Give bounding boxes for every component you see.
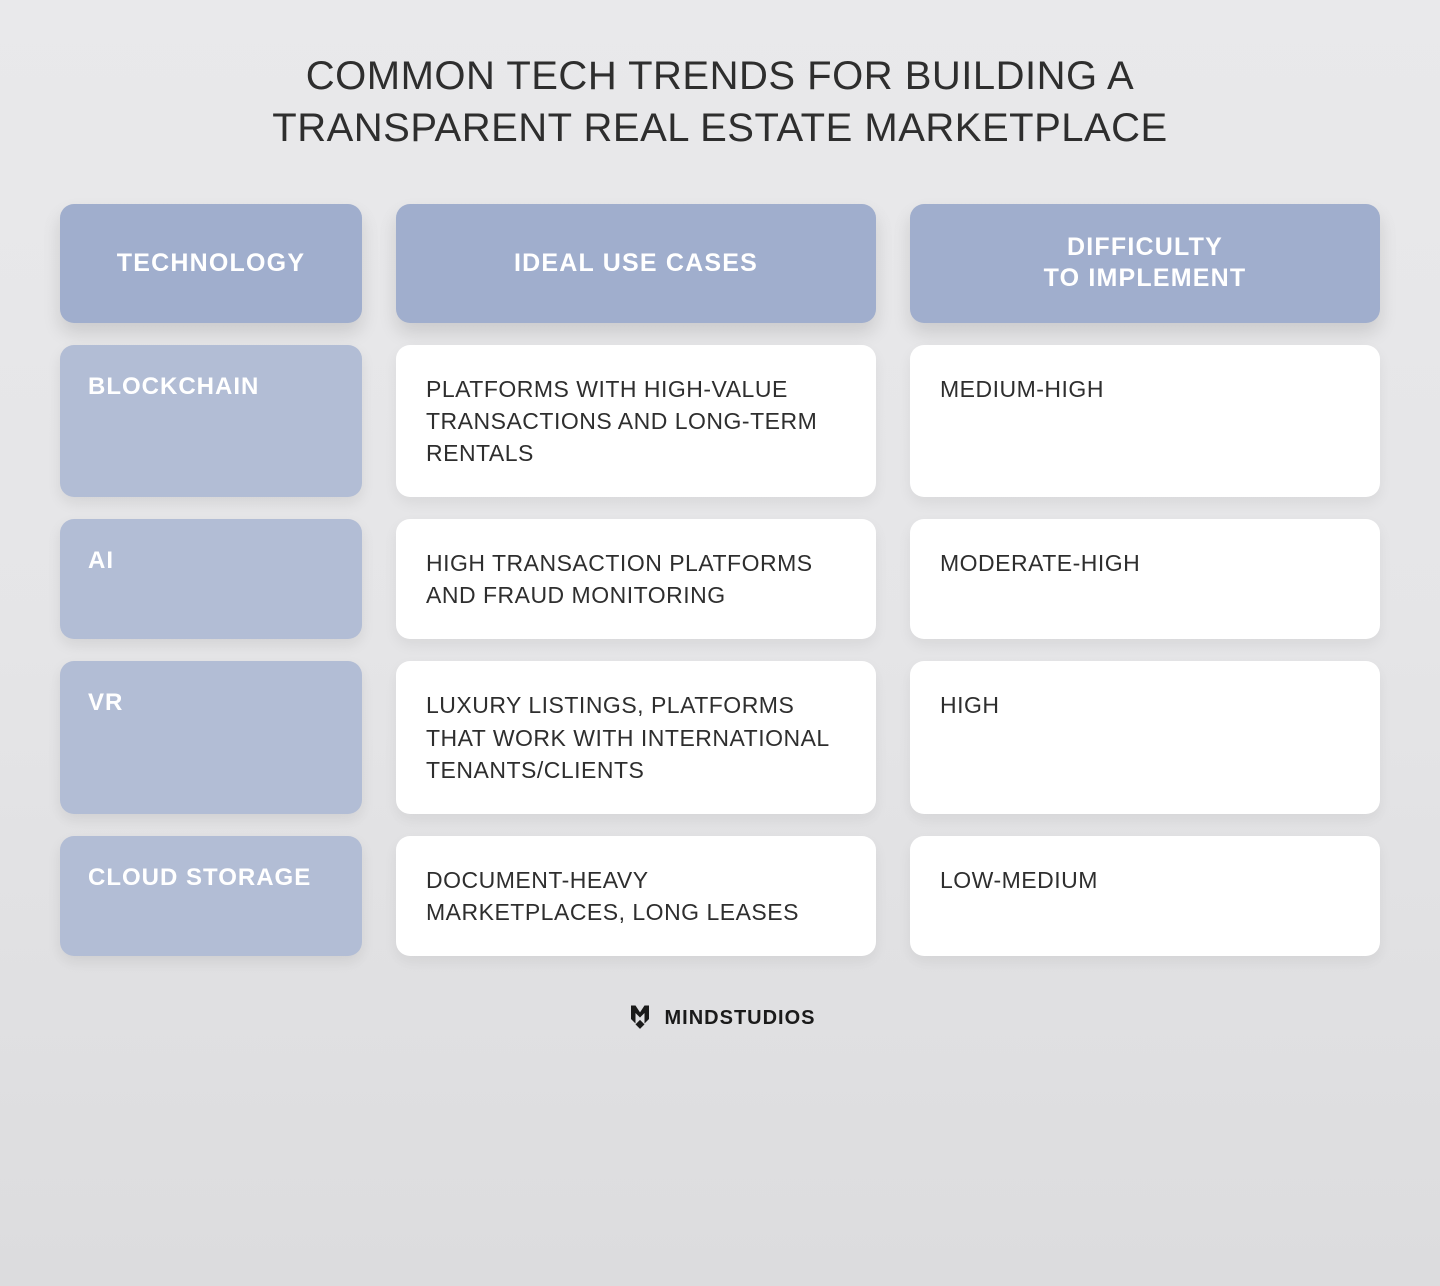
brand-name: MINDSTUDIOS (665, 1007, 816, 1030)
technology-label: VR (60, 661, 362, 814)
table-row: BLOCKCHAIN PLATFORMS WITH HIGH-VALUE TRA… (60, 345, 1380, 498)
table-row: VR LUXURY LISTINGS, PLATFORMS THAT WORK … (60, 661, 1380, 814)
header-technology: TECHNOLOGY (60, 204, 362, 323)
technology-label: BLOCKCHAIN (60, 345, 362, 498)
use-cases-cell: PLATFORMS WITH HIGH-VALUE TRANSACTIONS A… (396, 345, 876, 498)
use-cases-cell: HIGH TRANSACTION PLATFORMS AND FRAUD MON… (396, 519, 876, 639)
technology-label: CLOUD STORAGE (60, 836, 362, 956)
header-difficulty: DIFFICULTY TO IMPLEMENT (910, 204, 1380, 323)
page-title: COMMON TECH TRENDS FOR BUILDING A TRANSP… (170, 50, 1270, 154)
table-header-row: TECHNOLOGY IDEAL USE CASES DIFFICULTY TO… (60, 204, 1380, 323)
tech-trends-table: TECHNOLOGY IDEAL USE CASES DIFFICULTY TO… (60, 204, 1380, 956)
difficulty-cell: MODERATE-HIGH (910, 519, 1380, 639)
header-use-cases: IDEAL USE CASES (396, 204, 876, 323)
difficulty-cell: LOW-MEDIUM (910, 836, 1380, 956)
technology-label: AI (60, 519, 362, 639)
mindstudios-logo-icon (625, 1001, 655, 1036)
difficulty-cell: HIGH (910, 661, 1380, 814)
brand-footer: MINDSTUDIOS (625, 1001, 816, 1036)
table-row: AI HIGH TRANSACTION PLATFORMS AND FRAUD … (60, 519, 1380, 639)
use-cases-cell: LUXURY LISTINGS, PLATFORMS THAT WORK WIT… (396, 661, 876, 814)
difficulty-cell: MEDIUM-HIGH (910, 345, 1380, 498)
table-row: CLOUD STORAGE DOCUMENT-HEAVY MARKETPLACE… (60, 836, 1380, 956)
use-cases-cell: DOCUMENT-HEAVY MARKETPLACES, LONG LEASES (396, 836, 876, 956)
